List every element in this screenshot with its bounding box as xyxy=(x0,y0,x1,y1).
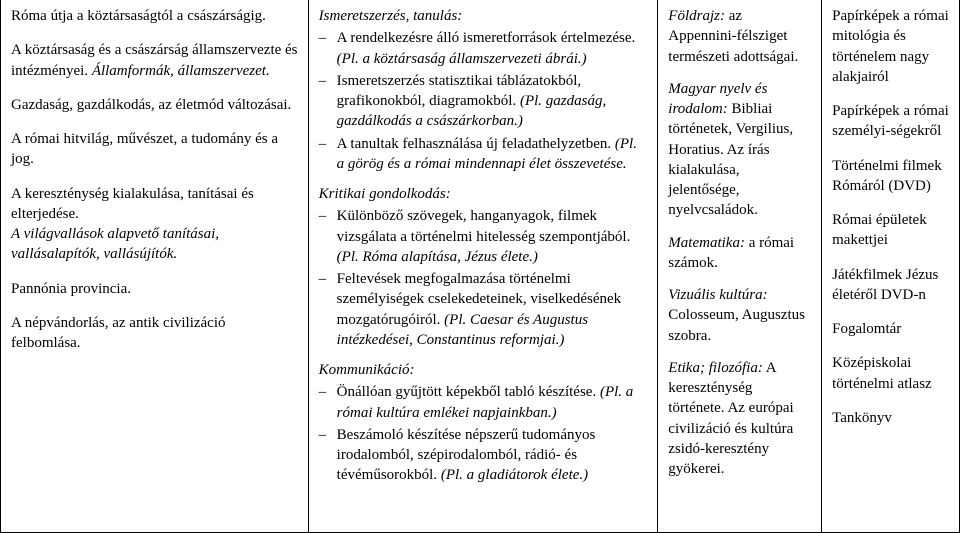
curriculum-table: Róma útja a köztársaságtól a császársági… xyxy=(0,0,960,533)
resource-text: Római épületek makettjei xyxy=(832,210,949,251)
resource-text: Történelmi filmek Rómáról (DVD) xyxy=(832,156,949,197)
activity-block: Kommunikáció: Önállóan gyűjtött képekből… xyxy=(319,360,648,486)
text-italic: (Pl. a köztársaság államszervezeti ábrái… xyxy=(337,51,587,67)
text-italic: (Pl. Róma alapítása, Jézus élete.) xyxy=(337,249,538,265)
label-italic: Matematika: xyxy=(668,235,745,251)
resource-text: Papírképek a római személyi-ségekről xyxy=(832,101,949,142)
list-item: Önállóan gyűjtött képekből tabló készíté… xyxy=(319,382,648,423)
topic-text: A köztársaság és a császárság államszerv… xyxy=(11,40,298,81)
topic-text: Róma útja a köztársaságtól a császársági… xyxy=(11,6,298,26)
column-activities: Ismeretszerzés, tanulás: A rendelkezésre… xyxy=(309,0,659,532)
topic-text: A népvándorlás, az antik civilizáció fel… xyxy=(11,313,298,354)
resource-text: Fogalomtár xyxy=(832,319,949,339)
activity-heading: Ismeretszerzés, tanulás: xyxy=(319,6,648,26)
list-item: Ismeretszerzés statisztikai táblázatokbó… xyxy=(319,71,648,132)
column-topics: Róma útja a köztársaságtól a császársági… xyxy=(1,0,309,532)
text: A tanultak felhasználása új feladathelyz… xyxy=(337,136,615,152)
list-item: A tanultak felhasználása új feladathelyz… xyxy=(319,134,648,175)
text: Különböző szövegek, hanganyagok, filmek … xyxy=(337,208,631,244)
connection-text: Etika; filozófia: A kereszténység történ… xyxy=(668,358,811,480)
text: Bibliai történetek, Vergilius, Horatius.… xyxy=(668,101,793,218)
text: A rendelkezésre álló ismeretforrások ért… xyxy=(337,30,636,46)
column-connections: Földrajz: az Appennini-félsziget termész… xyxy=(658,0,822,532)
text-italic: A világvallások alapvető tanításai, vall… xyxy=(11,226,219,262)
connection-text: Vizuális kultúra: Colosseum, Augusztus s… xyxy=(668,285,811,346)
topic-text: Pannónia provincia. xyxy=(11,279,298,299)
text: A kereszténység kialakulása, tanításai é… xyxy=(11,186,254,222)
text: Colosseum, Augusztus szobra. xyxy=(668,307,805,343)
connection-text: Földrajz: az Appennini-félsziget termész… xyxy=(668,6,811,67)
text-italic: Államformák, államszervezet. xyxy=(92,63,270,79)
connection-text: Magyar nyelv és irodalom: Bibliai történ… xyxy=(668,79,811,221)
label-italic: Etika; filozófia: xyxy=(668,360,763,376)
topic-text: A kereszténység kialakulása, tanításai é… xyxy=(11,184,298,265)
column-resources: Papírképek a római mitológia és történel… xyxy=(822,0,960,532)
topic-text: A római hitvilág, művészet, a tudomány é… xyxy=(11,129,298,170)
activity-heading: Kommunikáció: xyxy=(319,360,648,380)
label-italic: Vizuális kultúra: xyxy=(668,287,767,303)
resource-text: Tankönyv xyxy=(832,408,949,428)
list-item: Feltevések megfogalmazása történelmi sze… xyxy=(319,269,648,350)
resource-text: Játékfilmek Jézus életéről DVD-n xyxy=(832,265,949,306)
activity-list: A rendelkezésre álló ismeretforrások ért… xyxy=(319,28,648,174)
activity-list: Különböző szövegek, hanganyagok, filmek … xyxy=(319,206,648,350)
text: Önállóan gyűjtött képekből tabló készíté… xyxy=(337,384,600,400)
resource-text: Középiskolai történelmi atlasz xyxy=(832,353,949,394)
activity-block: Kritikai gondolkodás: Különböző szövegek… xyxy=(319,184,648,350)
list-item: Különböző szövegek, hanganyagok, filmek … xyxy=(319,206,648,267)
list-item: Beszámoló készítése népszerű tudományos … xyxy=(319,425,648,486)
resource-text: Papírképek a római mitológia és történel… xyxy=(832,6,949,87)
label-italic: Földrajz: xyxy=(668,8,725,24)
text-italic: (Pl. a gladiátorok élete.) xyxy=(441,467,588,483)
activity-heading: Kritikai gondolkodás: xyxy=(319,184,648,204)
text: A kereszténység története. Az európai ci… xyxy=(668,360,793,477)
activity-block: Ismeretszerzés, tanulás: A rendelkezésre… xyxy=(319,6,648,174)
connection-text: Matematika: a római számok. xyxy=(668,233,811,274)
activity-list: Önállóan gyűjtött képekből tabló készíté… xyxy=(319,382,648,485)
list-item: A rendelkezésre álló ismeretforrások ért… xyxy=(319,28,648,69)
topic-text: Gazdaság, gazdálkodás, az életmód változ… xyxy=(11,95,298,115)
